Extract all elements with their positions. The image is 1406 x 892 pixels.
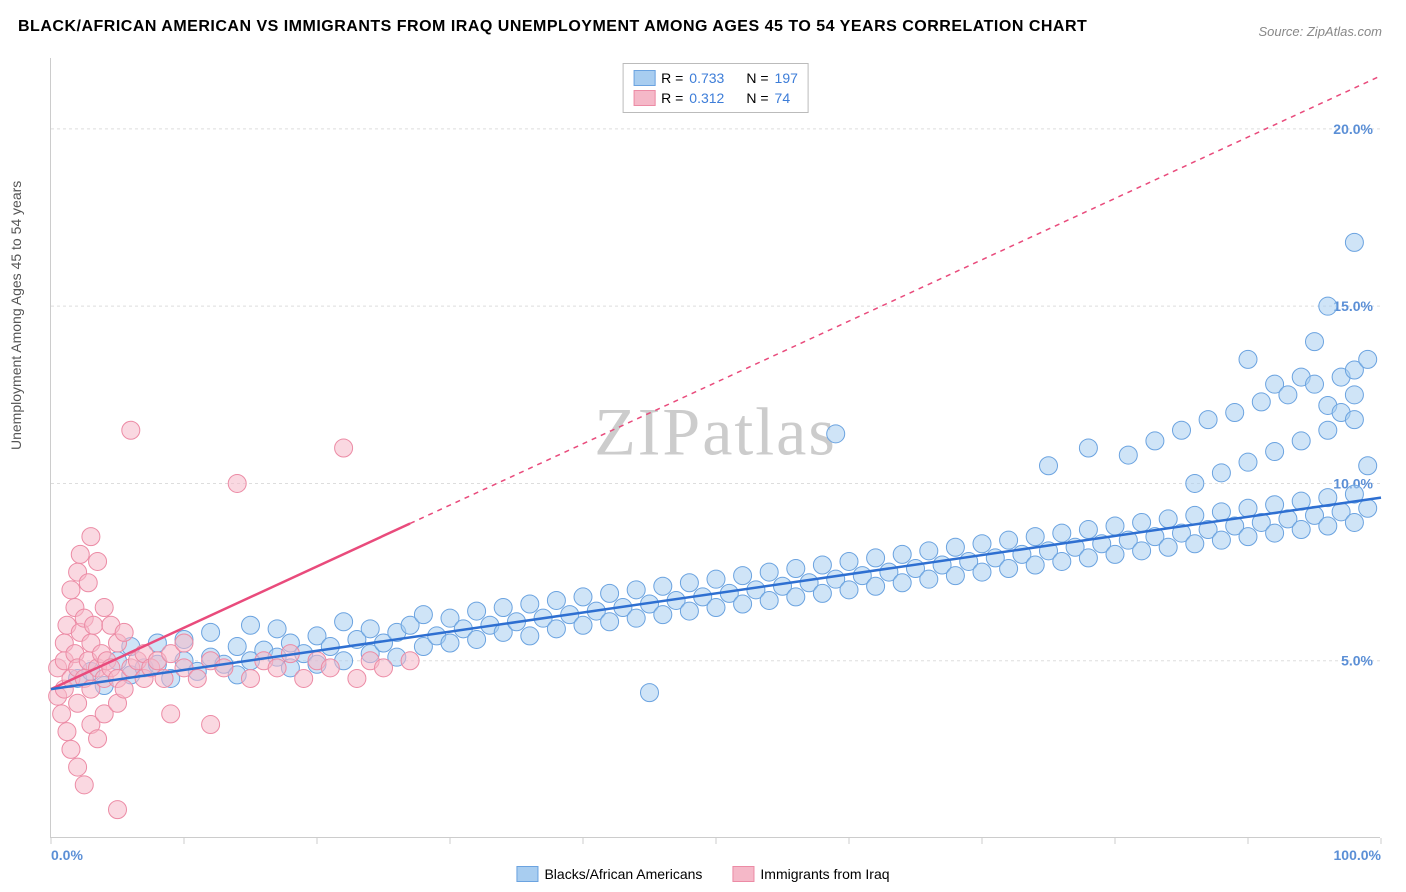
plot-svg: 5.0%10.0%15.0%20.0%0.0%100.0%	[51, 58, 1380, 837]
y-axis-label: Unemployment Among Ages 45 to 54 years	[8, 181, 24, 450]
chart-title: BLACK/AFRICAN AMERICAN VS IMMIGRANTS FRO…	[18, 18, 1087, 36]
plot-area: ZIPatlas 5.0%10.0%15.0%20.0%0.0%100.0% R…	[50, 58, 1380, 838]
svg-text:100.0%: 100.0%	[1334, 847, 1382, 863]
n-label: N =	[746, 70, 768, 86]
series-a-name: Blacks/African Americans	[544, 866, 702, 882]
svg-text:0.0%: 0.0%	[51, 847, 83, 863]
legend-item-series-b: Immigrants from Iraq	[732, 866, 889, 882]
source-attribution: Source: ZipAtlas.com	[1258, 24, 1382, 39]
n-value-b: 74	[775, 90, 791, 106]
n-value-a: 197	[775, 70, 798, 86]
r-value-a: 0.733	[689, 70, 724, 86]
legend-row-series-b: R = 0.312 N = 74	[633, 88, 798, 108]
legend-row-series-a: R = 0.733 N = 197	[633, 68, 798, 88]
series-b-name: Immigrants from Iraq	[760, 866, 889, 882]
swatch-series-b-bottom	[732, 866, 754, 882]
r-label: R =	[661, 90, 683, 106]
swatch-series-a	[633, 70, 655, 86]
svg-text:20.0%: 20.0%	[1333, 121, 1373, 137]
svg-text:15.0%: 15.0%	[1333, 298, 1373, 314]
series-legend: Blacks/African Americans Immigrants from…	[516, 866, 889, 882]
svg-text:5.0%: 5.0%	[1341, 653, 1373, 669]
swatch-series-b	[633, 90, 655, 106]
correlation-legend: R = 0.733 N = 197 R = 0.312 N = 74	[622, 63, 809, 113]
r-label: R =	[661, 70, 683, 86]
r-value-b: 0.312	[689, 90, 724, 106]
n-label: N =	[746, 90, 768, 106]
swatch-series-a-bottom	[516, 866, 538, 882]
legend-item-series-a: Blacks/African Americans	[516, 866, 702, 882]
